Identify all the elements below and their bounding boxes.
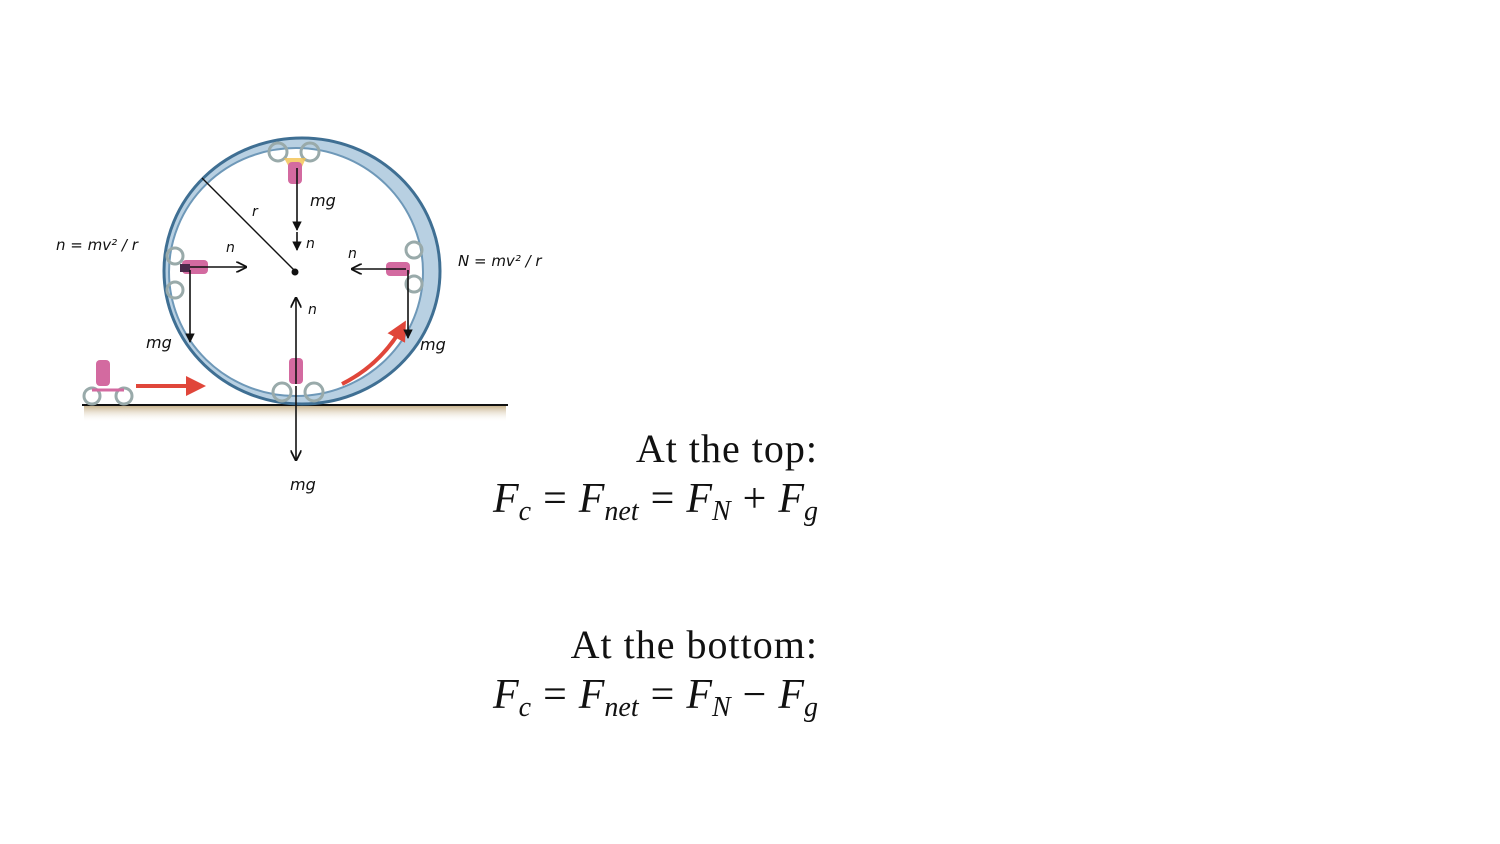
label-right-formula: N = mv² / r [458, 252, 542, 270]
eq-bottom-term1: F [686, 672, 712, 718]
label-top-n: n [306, 236, 315, 252]
eq-bottom-term1-sub: N [711, 692, 731, 723]
radius-label: r [252, 204, 259, 220]
top-case-block: At the top: Fc = Fnet = FN + Fg [493, 426, 818, 526]
label-bottom-mg: mg [290, 475, 316, 494]
loop-free-body-diagram: r mg n n mg n = mv² / r n [56, 136, 542, 494]
eq-top-op2: = [650, 476, 675, 522]
eq-bottom-op3: − [742, 672, 767, 718]
label-right-mg: mg [420, 335, 446, 354]
eq-top-op3: + [742, 476, 767, 522]
label-left-mg: mg [146, 333, 172, 352]
eq-bottom-term2: F [778, 672, 804, 718]
rider-top [267, 141, 321, 184]
label-top-mg: mg [310, 191, 336, 210]
radius-line [201, 177, 295, 271]
eq-bottom-op1: = [543, 672, 567, 718]
motion-arrow-curve [341, 320, 406, 386]
eq-bottom-mid: F [578, 672, 605, 718]
eq-bottom-mid-sub: net [604, 692, 639, 723]
eq-top-op1: = [543, 476, 567, 522]
eq-top-term2: F [778, 476, 804, 522]
eq-top-term2-sub: g [804, 496, 818, 527]
label-left-formula: n = mv² / r [56, 236, 139, 254]
rider-approach [82, 360, 134, 406]
top-case-equation: Fc = Fnet = FN + Fg [493, 472, 818, 526]
eq-top-term1-sub: N [711, 496, 731, 527]
eq-top-lhs: F [492, 476, 519, 522]
label-right-n: n [348, 246, 357, 262]
eq-top-lhs-sub: c [518, 496, 532, 527]
eq-bottom-lhs-sub: c [518, 692, 532, 723]
label-left-n: n [226, 240, 235, 256]
ground [82, 404, 508, 422]
eq-top-term1: F [686, 476, 712, 522]
eq-bottom-op2: = [650, 672, 675, 718]
bottom-case-heading: At the bottom: [570, 622, 818, 667]
center-point [291, 268, 299, 276]
eq-bottom-lhs: F [492, 672, 519, 718]
top-case-heading: At the top: [635, 426, 818, 471]
eq-top-mid-sub: net [604, 496, 639, 527]
label-bottom-n: n [308, 302, 317, 318]
eq-top-mid: F [578, 476, 605, 522]
eq-bottom-term2-sub: g [804, 692, 818, 723]
bottom-case-equation: Fc = Fnet = FN − Fg [493, 668, 818, 722]
bottom-case-block: At the bottom: Fc = Fnet = FN − Fg [493, 622, 818, 722]
